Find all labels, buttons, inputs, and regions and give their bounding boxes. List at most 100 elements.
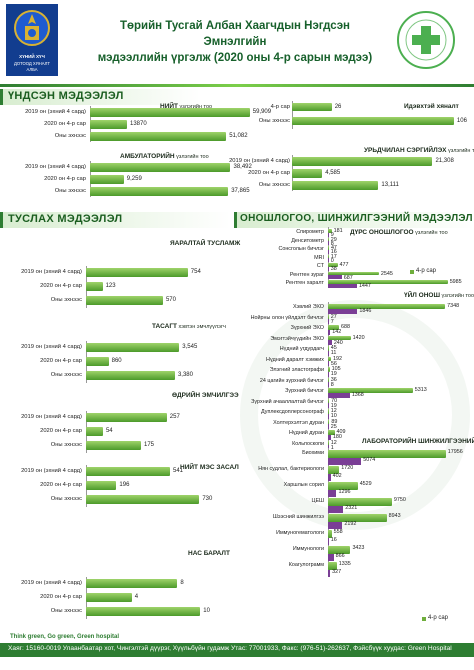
bar-year-to-date: [328, 466, 340, 474]
data-label: 10: [203, 608, 210, 614]
data-label: 5074: [363, 457, 376, 463]
data-label: 51,082: [229, 133, 248, 139]
category-label: 2020 он 4-р сар: [248, 170, 290, 176]
data-label: 12: [330, 408, 337, 414]
chart-title-text: АМБУЛАТОРИЙН: [120, 153, 175, 160]
bar-month: [328, 445, 329, 450]
category-label: Рентген зураг: [289, 271, 324, 278]
category-label: 2020 он 4-р сар: [40, 358, 82, 364]
data-label: 29: [330, 236, 337, 243]
category-label: Зүрхний ЭХО: [290, 325, 324, 331]
category-label: Зүрхний ачааллалтай бичлэг: [251, 398, 324, 405]
bar-month: [328, 473, 331, 481]
data-label: 37,865: [231, 188, 250, 194]
data-label: 3423: [352, 545, 365, 551]
category-label: 2020 он 4-р сар: [44, 121, 86, 127]
section-title-diagnostics: ОНОШЛОГОО, ШИНЖИЛГЭЭНИЙ МЭДЭЭЛЭЛ: [240, 213, 473, 224]
bar: [292, 169, 323, 178]
chart-title-text: ЛАБОРАТОРИЙН ШИНЖИЛГЭЭНИЙ: [362, 438, 474, 445]
data-label: 180: [332, 434, 342, 441]
bar: [86, 282, 103, 291]
bar: [86, 441, 141, 450]
data-label: 1: [330, 444, 334, 451]
chart-subtitle: үзлэгийн тоо: [447, 148, 474, 154]
bar-month: [328, 553, 334, 561]
data-label: 70: [331, 397, 338, 404]
bar: [86, 296, 163, 305]
data-label: 9750: [393, 497, 406, 503]
category-label: 2019 он (эхний 4 сард): [229, 158, 290, 164]
data-label: 7: [330, 318, 334, 325]
data-label: 17: [330, 253, 337, 260]
chart-subtitle: үзлэгийн тоо: [440, 293, 474, 299]
bar: [292, 117, 454, 125]
bar-month: [328, 258, 329, 262]
category-label: Нүдний даралт хэмжих: [266, 356, 324, 363]
data-label: 38: [330, 266, 337, 273]
data-label: 866: [335, 553, 345, 559]
svg-text:ХҮНИЙ ХҮЧ: ХҮНИЙ ХҮЧ: [19, 52, 45, 59]
bar: [86, 607, 201, 616]
category-label: 2020 он 4-р сар: [40, 482, 82, 488]
data-label: 5985: [449, 279, 462, 285]
category-label: Харшлын сорил: [283, 482, 324, 488]
data-label: 38,492: [233, 164, 252, 170]
bar-year-to-date: [328, 280, 448, 284]
bar-year-to-date: [328, 482, 358, 490]
data-label: 16: [330, 537, 337, 543]
category-label: Иммуногематологи: [276, 530, 324, 536]
bar-year-to-date: [328, 388, 413, 393]
category-label: 2019 он (эхний 4 сард): [21, 344, 82, 350]
axis-line: [292, 101, 293, 129]
data-label: 56: [330, 360, 337, 367]
data-label: 1846: [359, 308, 372, 315]
bar-month: [328, 319, 329, 324]
bar-month: [328, 424, 329, 429]
data-label: 730: [202, 496, 213, 502]
section-band-support: [0, 212, 230, 228]
data-label: 45: [330, 345, 337, 351]
bar: [86, 579, 178, 588]
chart-title-text: УРЬДЧИЛАН СЭРГИЙЛЭХ: [364, 147, 447, 154]
chart-title: НИЙТ МЭС ЗАСАЛ: [180, 464, 239, 471]
bar-year-to-date: [328, 530, 332, 538]
legend-swatch: [422, 617, 426, 621]
data-label: 3,380: [177, 372, 193, 378]
chart-title-text: ТАСАГТ: [152, 323, 177, 330]
bar-year-to-date: [328, 367, 330, 372]
data-label: 2545: [380, 270, 393, 277]
bar-year-to-date: [328, 398, 330, 404]
chart-title-text: Идэвхтэй хяналт: [404, 103, 459, 110]
section-band-main: [0, 89, 200, 105]
bar-month: [328, 505, 344, 513]
category-label: CT: [316, 263, 324, 269]
bar: [90, 120, 127, 129]
chart-title: ҮЙЛ ОНОШ үзлэгийн тоо: [404, 292, 474, 299]
data-label: 10: [330, 413, 337, 420]
data-label: 54: [105, 428, 113, 434]
data-label: 688: [340, 324, 350, 330]
category-label: Зүрхний бичлэг: [285, 388, 324, 394]
category-label: Нүдний дуран: [289, 430, 324, 436]
category-label: Холтерхэлтэл дуран: [273, 419, 324, 426]
bar-year-to-date: [328, 356, 332, 362]
data-label: 754: [190, 269, 201, 275]
data-label: 123: [105, 283, 116, 289]
chart-subtitle: үзлэгийн тоо: [178, 104, 213, 110]
data-label: 570: [165, 297, 176, 303]
data-label: 8943: [388, 513, 401, 519]
chart-title-text: НИЙТ: [160, 103, 179, 110]
category-label: Оны эхнээс: [54, 188, 86, 194]
bar-month: [328, 232, 329, 237]
bar-year-to-date: [328, 263, 338, 267]
bar-year-to-date: [328, 440, 329, 446]
bar-month: [328, 283, 357, 288]
bar: [90, 163, 231, 172]
bar-month: [328, 371, 329, 377]
bar-month: [328, 266, 329, 271]
data-label: 196: [119, 482, 130, 488]
bar-month: [328, 489, 337, 497]
data-label: 26: [334, 104, 342, 110]
page-title: Төрийн Тусгай Албан Хаагчдын Нэгдсэн Эмн…: [90, 18, 380, 66]
bar-month: [328, 308, 358, 314]
